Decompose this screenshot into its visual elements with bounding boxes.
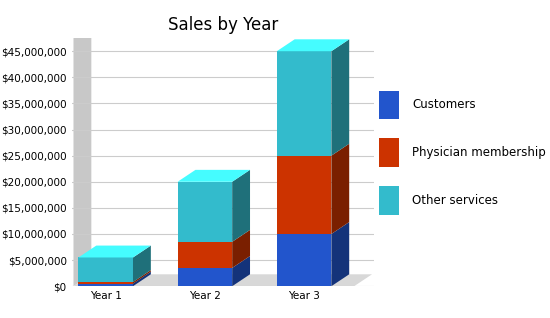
Polygon shape: [74, 26, 91, 286]
Title: Sales by Year: Sales by Year: [168, 16, 278, 34]
Bar: [79, 258, 133, 282]
Polygon shape: [178, 170, 250, 182]
Text: Customers: Customers: [412, 99, 476, 111]
Polygon shape: [232, 230, 250, 268]
Bar: [178, 182, 232, 242]
Polygon shape: [331, 144, 349, 234]
Polygon shape: [232, 256, 250, 286]
Polygon shape: [74, 274, 372, 286]
Polygon shape: [277, 39, 349, 51]
Polygon shape: [133, 270, 151, 284]
Text: Physician membership: Physician membership: [412, 146, 546, 159]
Bar: [379, 91, 399, 119]
Text: Other services: Other services: [412, 194, 498, 207]
Bar: [178, 242, 232, 268]
Bar: [379, 138, 399, 167]
Bar: [178, 268, 232, 286]
Polygon shape: [133, 272, 151, 286]
Polygon shape: [331, 222, 349, 286]
Bar: [277, 156, 331, 234]
Polygon shape: [232, 170, 250, 242]
Bar: [79, 284, 133, 286]
Bar: [277, 234, 331, 286]
Polygon shape: [331, 39, 349, 156]
Bar: [277, 51, 331, 156]
Bar: [79, 282, 133, 284]
Polygon shape: [79, 245, 151, 258]
Polygon shape: [133, 245, 151, 282]
Bar: [379, 186, 399, 215]
